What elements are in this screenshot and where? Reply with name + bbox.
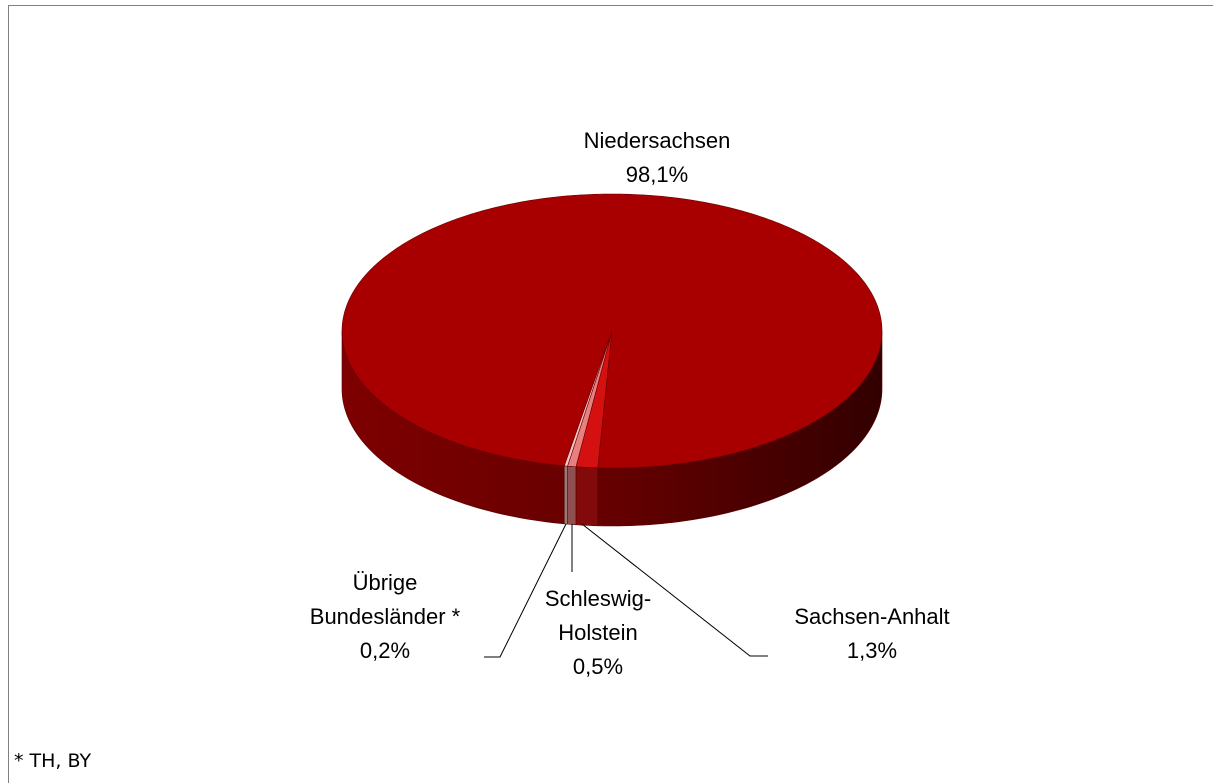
value-label: 1,3% <box>846 638 898 663</box>
value-label: 0,5% <box>572 654 624 679</box>
leader-line <box>581 523 768 657</box>
category-label: Niedersachsen <box>583 128 731 153</box>
data-label: Übrige Bundesländer * 0,2% <box>290 566 480 668</box>
slice-side <box>567 465 577 526</box>
chart-frame <box>8 5 1213 783</box>
category-label: Übrige Bundesländer * <box>309 570 461 629</box>
category-label: Sachsen-Anhalt <box>794 604 950 629</box>
category-label: Schleswig-Holstein <box>544 586 652 645</box>
pie-slice <box>341 193 883 469</box>
data-label: Sachsen-Anhalt 1,3% <box>742 600 1002 668</box>
value-label: 98,1% <box>625 162 689 187</box>
data-label: Schleswig-Holstein 0,5% <box>533 582 663 684</box>
data-label: Niedersachsen 98,1% <box>527 124 787 192</box>
leader-line <box>484 523 567 658</box>
slice-side <box>575 466 599 527</box>
slice-side <box>563 465 568 525</box>
footnote: * TH, BY <box>14 750 92 772</box>
pie-tops <box>341 193 883 469</box>
value-label: 0,2% <box>359 638 411 663</box>
